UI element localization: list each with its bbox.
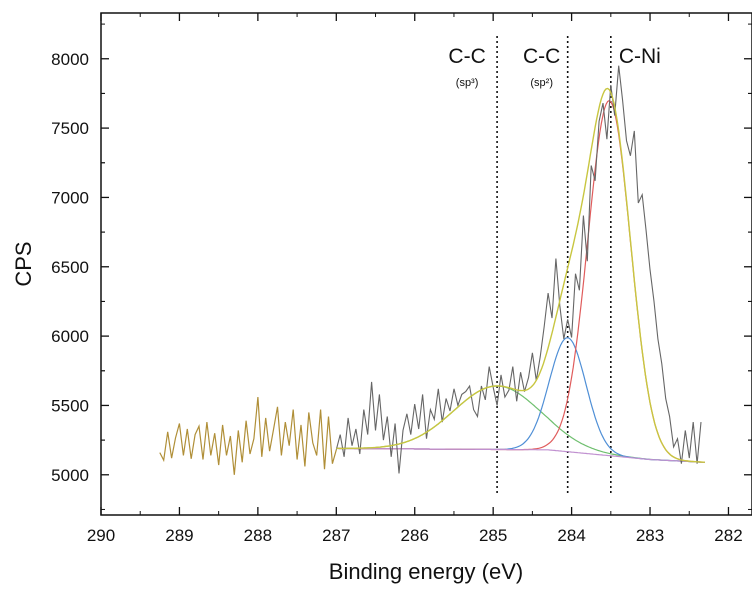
- y-tick-label: 5000: [51, 466, 89, 485]
- y-tick-label: 6500: [51, 258, 89, 277]
- peak-sublabel: (sp²): [530, 77, 553, 89]
- x-tick-label: 284: [557, 526, 585, 545]
- peak-annotations: C-C (sp³) C-C (sp²) C-Ni: [448, 45, 660, 89]
- tick-labels: 290 289 288 287 286 285 284 283 282 5000 5500 6000 6…: [51, 50, 742, 545]
- x-tick-label: 286: [401, 526, 429, 545]
- y-axis-title: CPS: [11, 241, 36, 286]
- x-tick-label: 288: [244, 526, 272, 545]
- peak-label: C-C: [523, 45, 560, 68]
- y-tick-label: 7000: [51, 188, 89, 207]
- raw-spectrum-line: [335, 65, 702, 474]
- x-tick-label: 289: [165, 526, 193, 545]
- y-tick-label: 7500: [51, 119, 89, 138]
- x-tick-label: 282: [714, 526, 742, 545]
- peak-label: C-C: [448, 45, 485, 68]
- axis-ticks: [100, 13, 752, 515]
- annotation-lines: [496, 36, 612, 493]
- plot-frame: [100, 12, 752, 516]
- envelope-fit-line: [336, 87, 705, 463]
- x-tick-label: 283: [636, 526, 664, 545]
- c-ni-component: [336, 99, 705, 463]
- x-tick-label: 285: [479, 526, 507, 545]
- x-axis-title: Binding energy (eV): [329, 559, 523, 584]
- y-tick-label: 8000: [51, 50, 89, 69]
- y-tick-label: 5500: [51, 396, 89, 415]
- peak-sublabel: (sp³): [456, 77, 479, 89]
- y-tick-label: 6000: [51, 327, 89, 346]
- background-line: [336, 447, 705, 463]
- data-series: [159, 65, 705, 475]
- raw-spectrum-flat-region: [159, 397, 337, 475]
- x-tick-label: 287: [322, 526, 350, 545]
- x-tick-label: 290: [87, 526, 115, 545]
- peak-label: C-Ni: [619, 45, 661, 68]
